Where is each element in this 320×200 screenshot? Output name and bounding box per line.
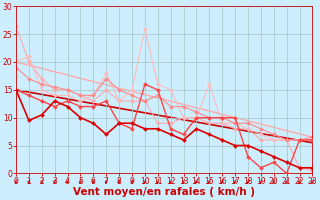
X-axis label: Vent moyen/en rafales ( km/h ): Vent moyen/en rafales ( km/h ) [73,187,255,197]
